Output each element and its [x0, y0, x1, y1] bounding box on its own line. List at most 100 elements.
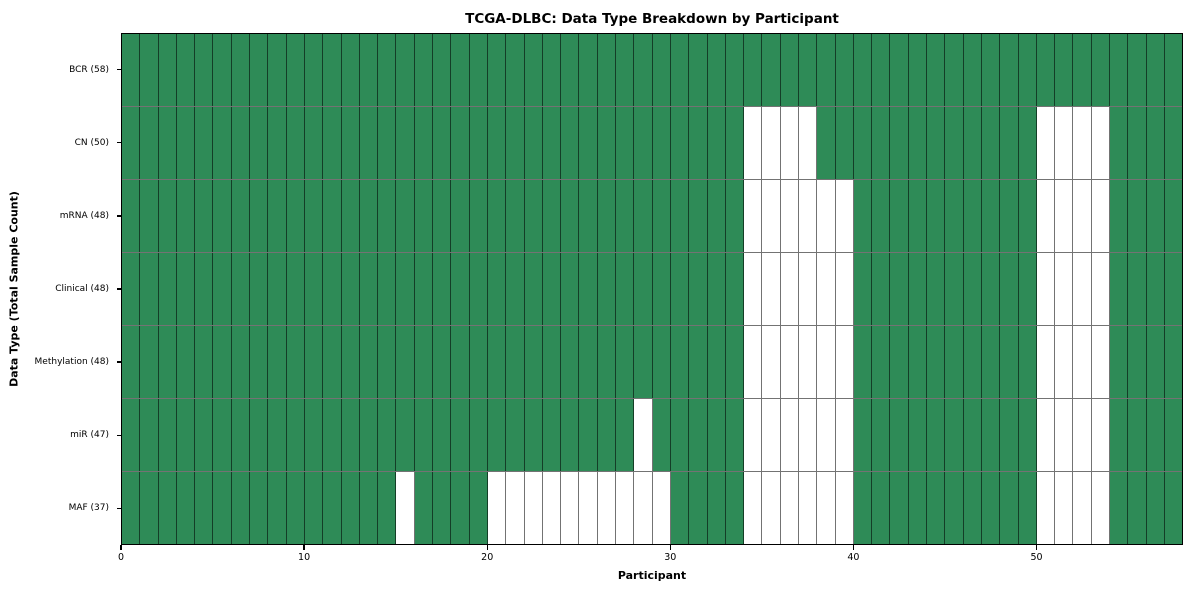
- heatmap-cell: [981, 253, 1001, 325]
- heatmap-cell: [616, 34, 635, 106]
- heatmap-cell: [1110, 180, 1129, 252]
- heatmap-cell: [652, 180, 671, 252]
- heatmap-cell: [1146, 472, 1165, 544]
- heatmap-cell: [652, 326, 671, 398]
- heatmap-row-miR: [122, 399, 1183, 472]
- y-tick-label-mRNA: mRNA (48): [59, 210, 109, 221]
- heatmap-cell: [542, 180, 562, 252]
- heatmap-cell: [231, 180, 251, 252]
- heatmap-cell: [359, 253, 379, 325]
- heatmap-cell: [231, 253, 251, 325]
- heatmap-cell: [780, 399, 799, 471]
- heatmap-cell: [762, 472, 781, 544]
- heatmap-cell: [140, 253, 159, 325]
- heatmap-cell: [744, 253, 763, 325]
- heatmap-cell: [963, 326, 982, 398]
- heatmap-cell: [579, 326, 598, 398]
- heatmap-cell: [1073, 472, 1092, 544]
- heatmap-cell: [268, 180, 287, 252]
- heatmap-cell: [908, 107, 928, 179]
- x-tick-mark: [303, 545, 305, 550]
- heatmap-cell: [744, 326, 763, 398]
- heatmap-cell: [304, 472, 324, 544]
- heatmap-cell: [561, 326, 580, 398]
- heatmap-plot-area: PresentAbsent: [121, 33, 1183, 545]
- heatmap-cell: [1073, 34, 1092, 106]
- heatmap-cell: [744, 472, 763, 544]
- heatmap-cell: [341, 34, 360, 106]
- heatmap-cell: [1128, 472, 1147, 544]
- heatmap-cell: [817, 399, 836, 471]
- heatmap-cell: [359, 107, 379, 179]
- heatmap-cell: [469, 34, 488, 106]
- heatmap-cell: [634, 253, 653, 325]
- heatmap-cell: [195, 180, 214, 252]
- heatmap-cell: [1036, 107, 1056, 179]
- heatmap-cell: [835, 326, 854, 398]
- heatmap-cell: [506, 34, 525, 106]
- heatmap-cell: [176, 34, 196, 106]
- heatmap-cell: [122, 399, 141, 471]
- heatmap-cell: [506, 472, 525, 544]
- heatmap-cell: [872, 180, 891, 252]
- heatmap-cell: [817, 34, 836, 106]
- heatmap-cell: [981, 180, 1001, 252]
- x-tick-label: 20: [481, 552, 494, 563]
- heatmap-cell: [1128, 253, 1147, 325]
- heatmap-cell: [122, 326, 141, 398]
- y-tick-label-Methylation: Methylation (48): [34, 357, 109, 368]
- heatmap-cell: [1073, 399, 1092, 471]
- heatmap-cell: [890, 180, 909, 252]
- heatmap-cell: [213, 253, 232, 325]
- heatmap-cell: [1036, 326, 1056, 398]
- heatmap-cell: [780, 180, 799, 252]
- heatmap-cell: [213, 180, 232, 252]
- heatmap-cell: [762, 399, 781, 471]
- heatmap-cell: [1164, 472, 1183, 544]
- heatmap-cell: [1018, 326, 1037, 398]
- heatmap-cell: [396, 472, 415, 544]
- heatmap-cell: [213, 399, 232, 471]
- heatmap-cell: [524, 180, 543, 252]
- heatmap-cell: [433, 34, 452, 106]
- heatmap-cell: [396, 107, 415, 179]
- heatmap-cell: [670, 253, 690, 325]
- x-tick-label: 10: [298, 552, 311, 563]
- heatmap-cell: [652, 253, 671, 325]
- y-tick-label-miR: miR (47): [70, 430, 109, 441]
- heatmap-cell: [140, 107, 159, 179]
- heatmap-cell: [762, 107, 781, 179]
- heatmap-cell: [762, 34, 781, 106]
- heatmap-cell: [414, 399, 434, 471]
- heatmap-cell: [927, 253, 946, 325]
- heatmap-cell: [670, 399, 690, 471]
- heatmap-cell: [616, 180, 635, 252]
- heatmap-cell: [853, 180, 873, 252]
- heatmap-cell: [890, 253, 909, 325]
- heatmap-cell: [231, 107, 251, 179]
- heatmap-cell: [1036, 34, 1056, 106]
- heatmap-cell: [616, 107, 635, 179]
- heatmap-cell: [323, 34, 342, 106]
- heatmap-cell: [561, 180, 580, 252]
- heatmap-cell: [762, 253, 781, 325]
- heatmap-cell: [597, 34, 617, 106]
- heatmap-cell: [798, 180, 818, 252]
- heatmap-cell: [652, 107, 671, 179]
- heatmap-cell: [1091, 34, 1111, 106]
- heatmap-cell: [872, 399, 891, 471]
- x-tick-mark: [669, 545, 671, 550]
- heatmap-cell: [872, 253, 891, 325]
- heatmap-cell: [817, 326, 836, 398]
- heatmap-cell: [927, 472, 946, 544]
- heatmap-row-Clinical: [122, 253, 1183, 326]
- x-axis-label: Participant: [617, 569, 687, 582]
- heatmap-cell: [689, 253, 708, 325]
- heatmap-cell: [1018, 253, 1037, 325]
- heatmap-cell: [506, 253, 525, 325]
- heatmap-cell: [908, 399, 928, 471]
- heatmap-cell: [616, 399, 635, 471]
- heatmap-cell: [798, 34, 818, 106]
- heatmap-cell: [122, 253, 141, 325]
- heatmap-cell: [304, 399, 324, 471]
